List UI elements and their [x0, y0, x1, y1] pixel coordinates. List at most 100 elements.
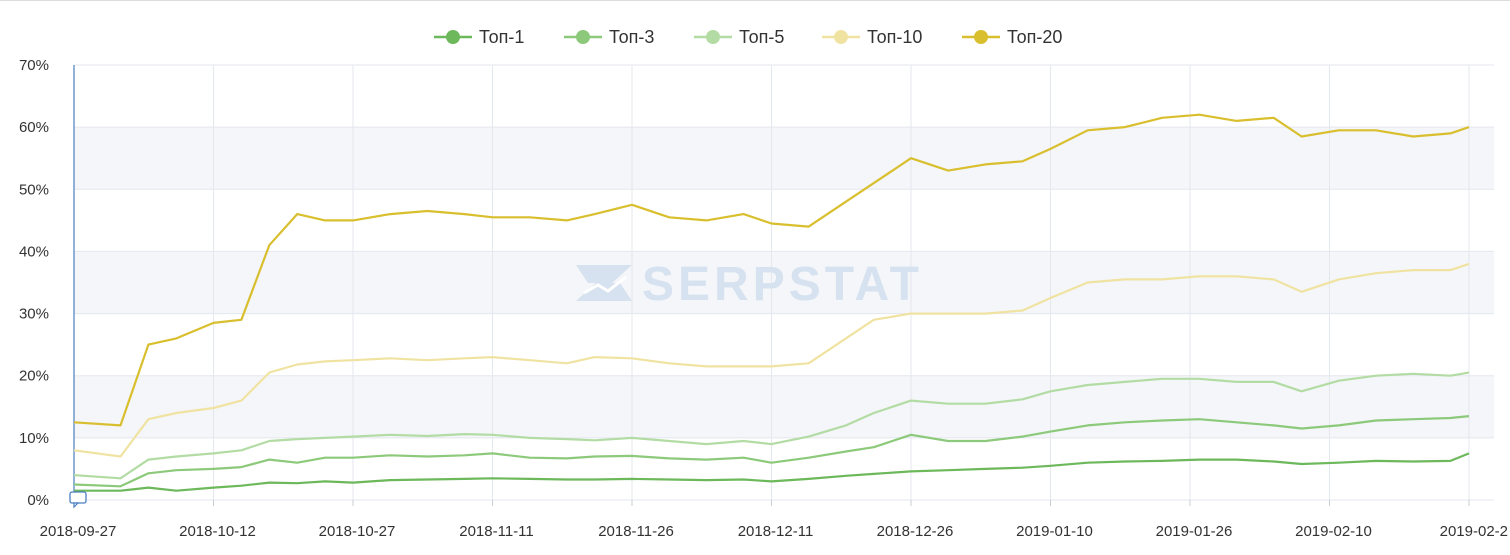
data-point[interactable]	[1047, 145, 1054, 152]
data-point[interactable]	[870, 316, 877, 323]
data-point[interactable]	[703, 363, 710, 370]
data-point[interactable]	[350, 454, 357, 461]
data-point[interactable]	[805, 360, 812, 367]
data-point[interactable]	[294, 459, 301, 466]
data-point[interactable]	[461, 431, 468, 438]
data-point[interactable]	[908, 397, 915, 404]
data-point[interactable]	[945, 467, 952, 474]
data-point[interactable]	[1047, 295, 1054, 302]
legend-item-3[interactable]: Топ-5	[694, 27, 784, 47]
data-point[interactable]	[1121, 276, 1128, 283]
data-point[interactable]	[740, 476, 747, 483]
data-point[interactable]	[145, 470, 152, 477]
data-point[interactable]	[1298, 388, 1305, 395]
data-point[interactable]	[1466, 369, 1473, 376]
data-point[interactable]	[1410, 267, 1417, 274]
data-point[interactable]	[489, 450, 496, 457]
data-point[interactable]	[805, 475, 812, 482]
data-point[interactable]	[387, 477, 394, 484]
data-point[interactable]	[768, 441, 775, 448]
data-point[interactable]	[982, 438, 989, 445]
data-point[interactable]	[1447, 130, 1454, 137]
data-point[interactable]	[768, 363, 775, 370]
data-point[interactable]	[238, 482, 245, 489]
data-point[interactable]	[805, 433, 812, 440]
data-point[interactable]	[1335, 422, 1342, 429]
data-point[interactable]	[1373, 457, 1380, 464]
data-point[interactable]	[1159, 457, 1166, 464]
data-point[interactable]	[1019, 307, 1026, 314]
data-point[interactable]	[1410, 458, 1417, 465]
data-point[interactable]	[238, 397, 245, 404]
data-point[interactable]	[1233, 378, 1240, 385]
data-point[interactable]	[703, 456, 710, 463]
data-point[interactable]	[842, 198, 849, 205]
data-point[interactable]	[1084, 279, 1091, 286]
data-point[interactable]	[1196, 273, 1203, 280]
data-point[interactable]	[1335, 127, 1342, 134]
legend-item-1[interactable]: Топ-1	[434, 27, 524, 47]
data-point[interactable]	[908, 431, 915, 438]
data-point[interactable]	[1121, 378, 1128, 385]
data-point[interactable]	[842, 335, 849, 342]
data-point[interactable]	[322, 454, 329, 461]
legend-item-4[interactable]: Топ-10	[822, 27, 922, 47]
data-point[interactable]	[945, 310, 952, 317]
legend-item-2[interactable]: Топ-3	[564, 27, 654, 47]
data-point[interactable]	[982, 310, 989, 317]
data-point[interactable]	[1159, 276, 1166, 283]
data-point[interactable]	[1410, 416, 1417, 423]
data-point[interactable]	[1121, 124, 1128, 131]
data-point[interactable]	[266, 456, 273, 463]
data-point[interactable]	[350, 479, 357, 486]
data-point[interactable]	[1373, 127, 1380, 134]
data-point[interactable]	[173, 335, 180, 342]
data-point[interactable]	[591, 476, 598, 483]
data-point[interactable]	[1196, 111, 1203, 118]
data-point[interactable]	[526, 454, 533, 461]
data-point[interactable]	[350, 217, 357, 224]
data-point[interactable]	[1196, 456, 1203, 463]
data-point[interactable]	[740, 211, 747, 218]
data-point[interactable]	[768, 478, 775, 485]
data-point[interactable]	[982, 465, 989, 472]
data-point[interactable]	[145, 484, 152, 491]
data-point[interactable]	[1233, 456, 1240, 463]
data-point[interactable]	[666, 438, 673, 445]
data-point[interactable]	[703, 477, 710, 484]
data-point[interactable]	[740, 438, 747, 445]
data-point[interactable]	[1335, 276, 1342, 283]
data-point[interactable]	[982, 161, 989, 168]
data-point[interactable]	[842, 422, 849, 429]
data-point[interactable]	[173, 453, 180, 460]
data-point[interactable]	[71, 472, 78, 479]
data-point[interactable]	[322, 478, 329, 485]
data-point[interactable]	[71, 481, 78, 488]
data-point[interactable]	[1466, 450, 1473, 457]
data-point[interactable]	[145, 416, 152, 423]
data-point[interactable]	[387, 431, 394, 438]
data-point[interactable]	[740, 454, 747, 461]
data-point[interactable]	[908, 155, 915, 162]
series-line[interactable]	[73, 415, 1470, 488]
data-point[interactable]	[1084, 422, 1091, 429]
data-point[interactable]	[945, 167, 952, 174]
data-point[interactable]	[210, 319, 217, 326]
data-point[interactable]	[805, 454, 812, 461]
data-point[interactable]	[1373, 372, 1380, 379]
data-point[interactable]	[238, 464, 245, 471]
data-point[interactable]	[1270, 422, 1277, 429]
data-point[interactable]	[117, 475, 124, 482]
data-point[interactable]	[1121, 458, 1128, 465]
data-point[interactable]	[1270, 458, 1277, 465]
data-point[interactable]	[526, 475, 533, 482]
data-point[interactable]	[591, 354, 598, 361]
data-point[interactable]	[489, 354, 496, 361]
data-point[interactable]	[1466, 124, 1473, 131]
data-point[interactable]	[294, 211, 301, 218]
data-point[interactable]	[1233, 273, 1240, 280]
data-point[interactable]	[71, 419, 78, 426]
data-point[interactable]	[563, 217, 570, 224]
data-point[interactable]	[71, 447, 78, 454]
data-point[interactable]	[117, 422, 124, 429]
